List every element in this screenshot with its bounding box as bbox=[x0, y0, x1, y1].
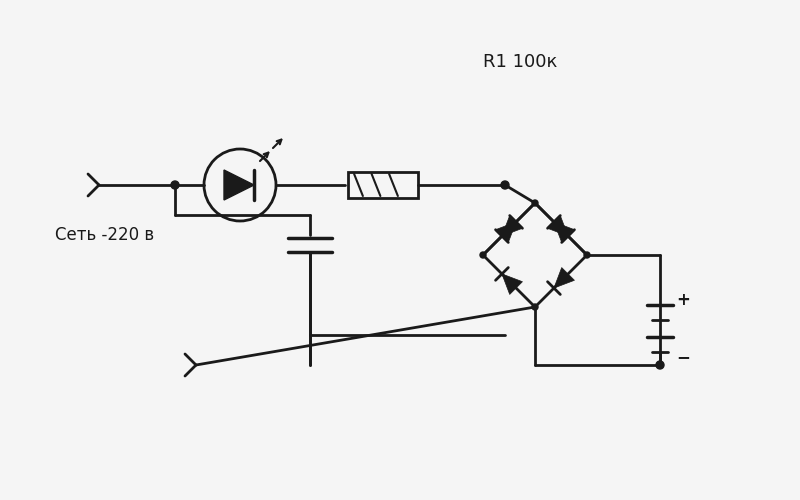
Circle shape bbox=[656, 361, 664, 369]
Text: R1 100к: R1 100к bbox=[483, 53, 557, 71]
Circle shape bbox=[501, 181, 509, 189]
Polygon shape bbox=[547, 216, 568, 236]
Polygon shape bbox=[502, 274, 522, 294]
Polygon shape bbox=[495, 222, 516, 242]
Text: +: + bbox=[676, 291, 690, 309]
Circle shape bbox=[480, 252, 486, 258]
Polygon shape bbox=[502, 216, 522, 236]
Polygon shape bbox=[224, 170, 254, 200]
Circle shape bbox=[532, 304, 538, 310]
Circle shape bbox=[584, 252, 590, 258]
Bar bbox=[348, 172, 418, 198]
Text: Сеть -220 в: Сеть -220 в bbox=[55, 226, 154, 244]
Text: −: − bbox=[676, 348, 690, 366]
Circle shape bbox=[532, 200, 538, 206]
Circle shape bbox=[171, 181, 179, 189]
Polygon shape bbox=[554, 268, 574, 288]
Polygon shape bbox=[554, 222, 574, 242]
